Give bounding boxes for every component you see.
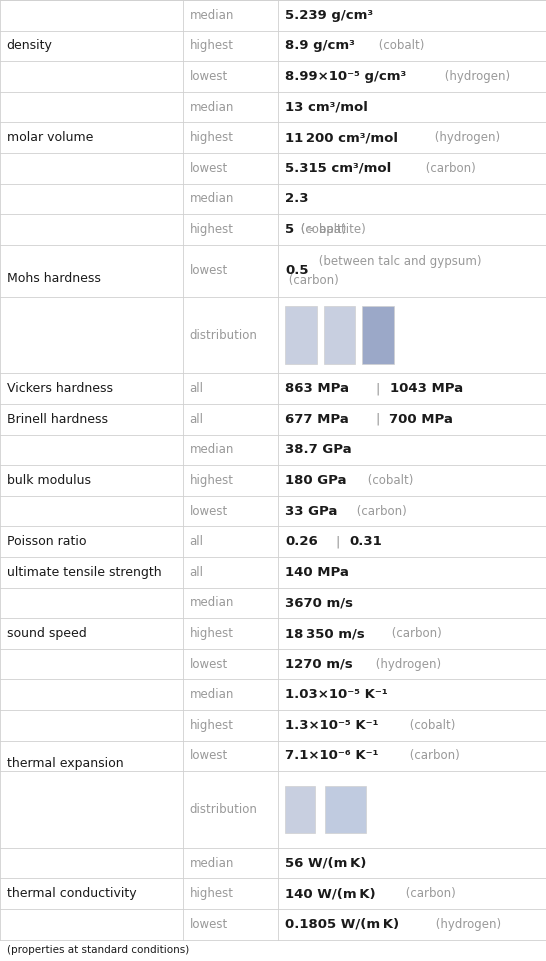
Text: (between talc and gypsum): (between talc and gypsum) bbox=[316, 255, 482, 268]
Text: 13 cm³/mol: 13 cm³/mol bbox=[285, 101, 368, 113]
Text: all: all bbox=[189, 382, 204, 395]
Text: median: median bbox=[189, 192, 234, 206]
Text: (cobalt): (cobalt) bbox=[375, 39, 425, 53]
Text: highest: highest bbox=[189, 39, 234, 53]
Text: lowest: lowest bbox=[189, 918, 228, 931]
Text: lowest: lowest bbox=[189, 657, 228, 671]
Text: lowest: lowest bbox=[189, 505, 228, 518]
Text: 11 200 cm³/mol: 11 200 cm³/mol bbox=[285, 132, 398, 144]
Text: (cobalt): (cobalt) bbox=[364, 474, 414, 487]
Text: lowest: lowest bbox=[189, 70, 228, 83]
Text: 8.99×10⁻⁵ g/cm³: 8.99×10⁻⁵ g/cm³ bbox=[285, 70, 406, 83]
Text: 0.31: 0.31 bbox=[349, 535, 382, 548]
Text: 3670 m/s: 3670 m/s bbox=[285, 597, 353, 609]
Text: |: | bbox=[335, 535, 340, 548]
Text: 38.7 GPa: 38.7 GPa bbox=[285, 443, 352, 456]
Text: 1.3×10⁻⁵ K⁻¹: 1.3×10⁻⁵ K⁻¹ bbox=[285, 719, 378, 732]
Text: thermal conductivity: thermal conductivity bbox=[7, 887, 136, 900]
Text: (hydrogen): (hydrogen) bbox=[372, 657, 442, 671]
Text: (≈ apatite): (≈ apatite) bbox=[297, 223, 365, 236]
Text: Brinell hardness: Brinell hardness bbox=[7, 413, 108, 426]
Text: (carbon): (carbon) bbox=[353, 505, 406, 518]
Text: 180 GPa: 180 GPa bbox=[285, 474, 347, 487]
Text: median: median bbox=[189, 688, 234, 702]
Text: 140 MPa: 140 MPa bbox=[285, 566, 349, 579]
Text: all: all bbox=[189, 566, 204, 579]
Text: 33 GPa: 33 GPa bbox=[285, 505, 337, 518]
Text: 0.1805 W/(m K): 0.1805 W/(m K) bbox=[285, 918, 399, 931]
Text: (hydrogen): (hydrogen) bbox=[431, 132, 500, 144]
Text: sound speed: sound speed bbox=[7, 627, 86, 640]
Text: 7.1×10⁻⁶ K⁻¹: 7.1×10⁻⁶ K⁻¹ bbox=[285, 750, 378, 762]
Text: density: density bbox=[7, 39, 52, 53]
Text: distribution: distribution bbox=[189, 329, 257, 341]
Text: all: all bbox=[189, 535, 204, 548]
Text: (hydrogen): (hydrogen) bbox=[442, 70, 511, 83]
Text: median: median bbox=[189, 443, 234, 456]
Text: |: | bbox=[376, 382, 380, 395]
Text: highest: highest bbox=[189, 887, 234, 900]
Text: (carbon): (carbon) bbox=[422, 161, 476, 175]
Text: 140 W/(m K): 140 W/(m K) bbox=[285, 887, 376, 900]
Text: highest: highest bbox=[189, 627, 234, 640]
Text: (carbon): (carbon) bbox=[402, 887, 456, 900]
Text: 5.315 cm³/mol: 5.315 cm³/mol bbox=[285, 161, 391, 175]
Text: highest: highest bbox=[189, 132, 234, 144]
Text: 2.3: 2.3 bbox=[285, 192, 308, 206]
Text: 56 W/(m K): 56 W/(m K) bbox=[285, 856, 366, 870]
Text: Vickers hardness: Vickers hardness bbox=[7, 382, 112, 395]
Text: 1043 MPa: 1043 MPa bbox=[390, 382, 463, 395]
Text: bulk modulus: bulk modulus bbox=[7, 474, 91, 487]
Text: lowest: lowest bbox=[189, 750, 228, 762]
Text: thermal expansion: thermal expansion bbox=[7, 757, 123, 770]
Text: 5: 5 bbox=[285, 223, 294, 236]
Bar bbox=[362, 307, 394, 364]
Bar bbox=[285, 307, 317, 364]
Text: median: median bbox=[189, 9, 234, 22]
Text: 863 MPa: 863 MPa bbox=[285, 382, 349, 395]
Text: median: median bbox=[189, 101, 234, 113]
Text: (hydrogen): (hydrogen) bbox=[432, 918, 501, 931]
Text: highest: highest bbox=[189, 474, 234, 487]
Text: distribution: distribution bbox=[189, 803, 257, 816]
Text: (carbon): (carbon) bbox=[406, 750, 459, 762]
Text: (properties at standard conditions): (properties at standard conditions) bbox=[7, 946, 189, 955]
Bar bbox=[325, 786, 366, 833]
Text: median: median bbox=[189, 597, 234, 609]
Text: 0.5: 0.5 bbox=[285, 264, 308, 278]
Text: all: all bbox=[189, 413, 204, 426]
Bar bbox=[324, 307, 355, 364]
Text: median: median bbox=[189, 856, 234, 870]
Text: 0.26: 0.26 bbox=[285, 535, 318, 548]
Text: 1.03×10⁻⁵ K⁻¹: 1.03×10⁻⁵ K⁻¹ bbox=[285, 688, 388, 702]
Text: highest: highest bbox=[189, 719, 234, 732]
Text: (carbon): (carbon) bbox=[285, 274, 339, 286]
Text: 18 350 m/s: 18 350 m/s bbox=[285, 627, 365, 640]
Text: ultimate tensile strength: ultimate tensile strength bbox=[7, 566, 161, 579]
Text: 8.9 g/cm³: 8.9 g/cm³ bbox=[285, 39, 355, 53]
Text: Mohs hardness: Mohs hardness bbox=[7, 272, 100, 285]
Text: 677 MPa: 677 MPa bbox=[285, 413, 349, 426]
Text: 700 MPa: 700 MPa bbox=[389, 413, 453, 426]
Text: highest: highest bbox=[189, 223, 234, 236]
Text: (cobalt): (cobalt) bbox=[297, 223, 346, 236]
Text: |: | bbox=[376, 413, 380, 426]
Text: 1270 m/s: 1270 m/s bbox=[285, 657, 353, 671]
Text: (carbon): (carbon) bbox=[388, 627, 442, 640]
Text: molar volume: molar volume bbox=[7, 132, 93, 144]
Text: lowest: lowest bbox=[189, 161, 228, 175]
Text: lowest: lowest bbox=[189, 264, 228, 278]
Bar bbox=[285, 786, 315, 833]
Text: 5.239 g/cm³: 5.239 g/cm³ bbox=[285, 9, 373, 22]
Text: Poisson ratio: Poisson ratio bbox=[7, 535, 86, 548]
Text: (cobalt): (cobalt) bbox=[406, 719, 455, 732]
